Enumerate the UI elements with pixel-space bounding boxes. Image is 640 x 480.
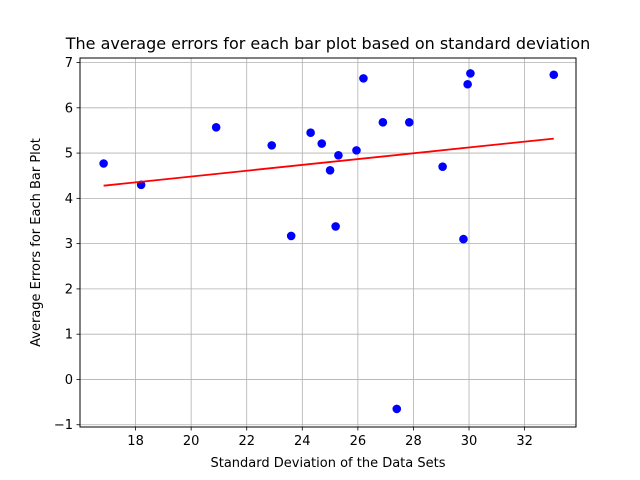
scatter-point [325, 165, 335, 175]
scatter-point [463, 79, 472, 89]
x-tick-label: 18 [127, 434, 144, 449]
scatter-point [334, 151, 343, 160]
scatter-point [438, 162, 447, 171]
scatter-point [267, 141, 277, 150]
trend-line [103, 137, 554, 187]
scatter-point [392, 404, 402, 414]
scatter-point [352, 146, 361, 155]
y-tick-label: 2 [65, 282, 73, 297]
x-tick-label: 30 [461, 434, 478, 449]
y-tick-label: 1 [65, 328, 73, 343]
data-layer [99, 69, 559, 414]
scatter-point [359, 74, 368, 83]
scatter-point [306, 128, 315, 138]
scatter-point [459, 234, 468, 244]
y-tick-label: 6 [65, 101, 73, 116]
y-tick-label: 7 [65, 56, 73, 71]
scatter-point [331, 222, 340, 231]
x-tick-label: 20 [183, 434, 200, 449]
plot-frame [79, 57, 577, 428]
x-tick-label: 32 [516, 434, 533, 449]
scatter-point [466, 69, 475, 78]
scatter-point [317, 139, 327, 148]
scatter-point [404, 117, 414, 127]
x-axis-ticks: 18 20 22 24 26 28 30 32 [127, 427, 533, 449]
y-tick-label: 3 [65, 237, 73, 252]
scatter-point [286, 231, 296, 241]
scatter-point [378, 117, 388, 127]
y-axis-ticks: −1 0 1 2 3 4 5 6 7 [54, 56, 80, 433]
y-tick-label: 5 [65, 147, 73, 162]
y-tick-label: −1 [54, 418, 73, 433]
x-tick-label: 28 [405, 434, 422, 449]
y-tick-label: 0 [65, 373, 73, 388]
scatter-point [99, 159, 108, 168]
y-tick-label: 4 [65, 192, 73, 207]
chart-title: The average errors for each bar plot bas… [65, 34, 591, 53]
y-axis-label: Average Errors for Each Bar Plot [29, 138, 44, 347]
x-tick-label: 22 [238, 434, 255, 449]
x-tick-label: 24 [294, 434, 311, 449]
x-tick-label: 26 [350, 434, 367, 449]
scatter-point [549, 70, 559, 80]
grid [80, 58, 576, 427]
x-axis-label: Standard Deviation of the Data Sets [210, 456, 445, 471]
scatter-point [211, 122, 221, 132]
